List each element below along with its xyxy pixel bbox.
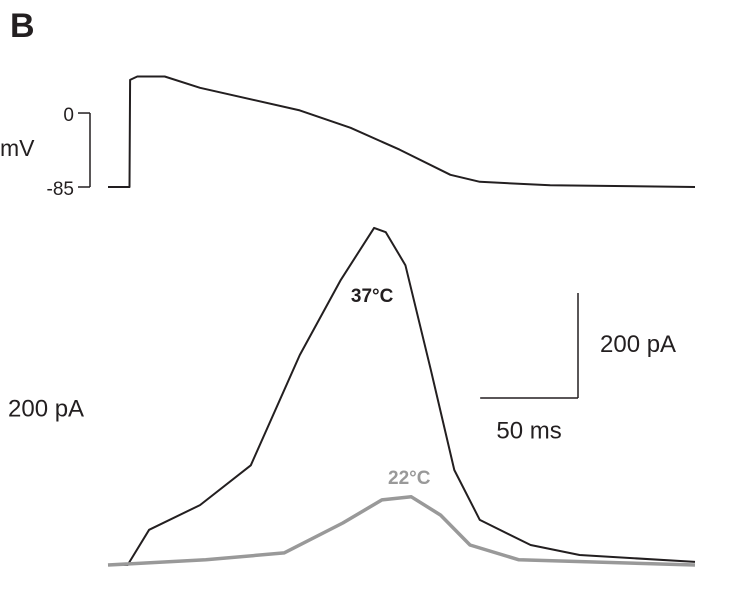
y-axis-label: mV bbox=[0, 135, 35, 161]
annotation: 200 pA bbox=[8, 395, 84, 422]
trace bbox=[108, 75, 696, 188]
series-label: 22°C bbox=[388, 468, 431, 489]
scalebar-y-label: 200 pA bbox=[600, 331, 676, 358]
series-label: 37°C bbox=[351, 286, 394, 307]
y-tick-label: -85 bbox=[47, 179, 74, 200]
y-tick-label: 0 bbox=[63, 105, 74, 126]
scalebar-x-label: 50 ms bbox=[496, 417, 561, 444]
panel-label: B bbox=[10, 7, 35, 45]
trace bbox=[108, 226, 696, 566]
trace bbox=[107, 495, 696, 567]
